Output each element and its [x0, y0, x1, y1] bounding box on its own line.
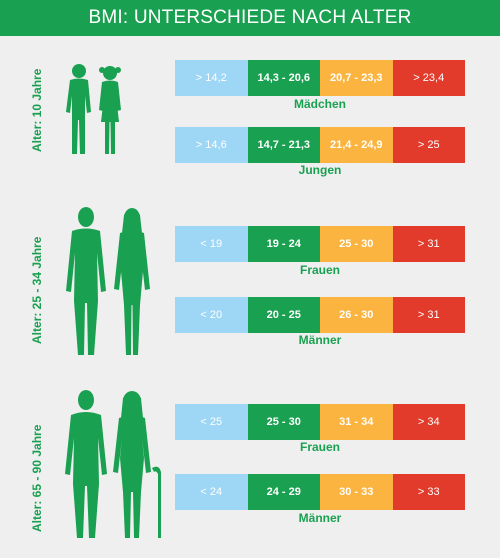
range-overweight: 30 - 33	[320, 474, 393, 510]
group-label-frauen-senior: Frauen	[299, 440, 340, 454]
range-normal: 14,7 - 21,3	[247, 127, 320, 163]
group-label-maenner-adult: Männer	[298, 333, 342, 347]
range-obese: > 31	[392, 226, 465, 262]
adult-figures	[66, 207, 150, 355]
bmi-bar-maedchen: > 14,2 14,3 - 20,6 20,7 - 23,3 > 23,4	[175, 60, 465, 96]
range-underweight: < 24	[175, 474, 248, 510]
bmi-bar-maenner-senior: < 24 24 - 29 30 - 33 > 33	[175, 474, 465, 510]
man-icon	[66, 207, 106, 355]
range-overweight: 31 - 34	[320, 404, 393, 440]
bmi-bar-jungen: > 14,6 14,7 - 21,3 21,4 - 24,9 > 25	[175, 127, 465, 163]
range-obese: > 34	[392, 404, 465, 440]
cane-icon	[152, 466, 161, 538]
range-overweight: 26 - 30	[320, 297, 393, 333]
group-label-maedchen: Mädchen	[293, 97, 346, 111]
bmi-bar-frauen-senior: < 25 25 - 30 31 - 34 > 34	[175, 404, 465, 440]
bmi-bar-maenner-adult: < 20 20 - 25 26 - 30 > 31	[175, 297, 465, 333]
age-label-senior: Alter: 65 - 90 Jahre	[30, 424, 44, 532]
elderly-woman-icon	[113, 391, 151, 538]
senior-figures	[65, 390, 161, 538]
children-figures	[66, 64, 121, 154]
woman-icon	[114, 208, 150, 355]
page-title: BMI: UNTERSCHIEDE NACH ALTER	[88, 7, 412, 28]
age-label-adult: Alter: 25 - 34 Jahre	[30, 236, 44, 344]
range-overweight: 20,7 - 23,3	[320, 60, 393, 96]
title-banner: BMI: UNTERSCHIEDE NACH ALTER	[0, 0, 500, 36]
range-underweight: > 14,6	[175, 127, 248, 163]
group-label-frauen-adult: Frauen	[299, 263, 340, 277]
range-obese: > 23,4	[392, 60, 465, 96]
range-normal: 25 - 30	[247, 404, 320, 440]
range-overweight: 21,4 - 24,9	[320, 127, 393, 163]
group-label-maenner-senior: Männer	[298, 511, 342, 525]
range-underweight: > 14,2	[175, 60, 248, 96]
girl-icon	[99, 66, 121, 154]
range-normal: 24 - 29	[247, 474, 320, 510]
boy-icon	[66, 64, 91, 154]
range-obese: > 25	[392, 127, 465, 163]
range-normal: 20 - 25	[247, 297, 320, 333]
range-obese: > 31	[392, 297, 465, 333]
range-overweight: 25 - 30	[320, 226, 393, 262]
range-obese: > 33	[392, 474, 465, 510]
age-label-child: Alter: 10 Jahre	[30, 68, 44, 152]
range-underweight: < 25	[175, 404, 248, 440]
range-normal: 14,3 - 20,6	[247, 60, 320, 96]
range-underweight: < 20	[175, 297, 248, 333]
range-underweight: < 19	[175, 226, 248, 262]
group-label-jungen: Jungen	[298, 163, 342, 177]
bmi-bar-frauen-adult: < 19 19 - 24 25 - 30 > 31	[175, 226, 465, 262]
range-normal: 19 - 24	[247, 226, 320, 262]
elderly-man-icon	[65, 390, 107, 538]
